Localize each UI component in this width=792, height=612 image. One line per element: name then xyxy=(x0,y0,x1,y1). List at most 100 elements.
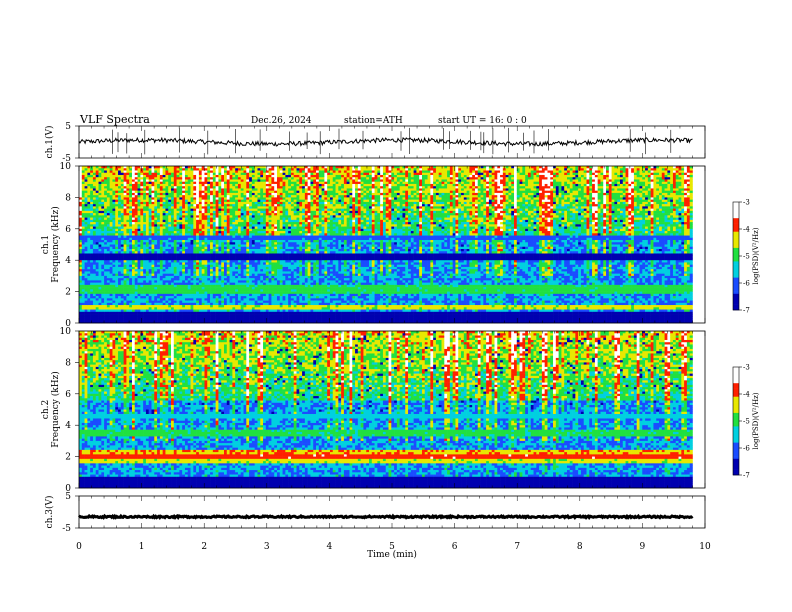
spec1-cell xyxy=(159,311,163,315)
spec1-cell xyxy=(84,210,88,214)
spec1-cell xyxy=(176,273,180,277)
spec1-cell xyxy=(257,179,261,182)
spec1-cell xyxy=(190,199,194,203)
spec1-cell xyxy=(257,213,261,216)
spec1-cell xyxy=(240,318,244,322)
spec1-cell xyxy=(229,222,233,225)
spec1-cell xyxy=(173,192,177,196)
spec1-cell xyxy=(265,262,269,265)
spec1-cell xyxy=(157,302,161,306)
spec1-cell xyxy=(145,179,150,182)
spec1-cell xyxy=(251,282,255,286)
spec1-cell xyxy=(137,309,141,313)
spec1-cell xyxy=(218,251,222,254)
spec1-cell xyxy=(126,307,130,310)
spec1-cell xyxy=(182,172,186,176)
spec1-cell xyxy=(109,181,113,185)
spec1-cell xyxy=(87,269,91,272)
spec1-cell xyxy=(137,240,141,243)
spec1-cell xyxy=(98,242,102,245)
spec1-cell xyxy=(123,246,127,250)
spec1-cell xyxy=(176,215,180,218)
spec1-cell xyxy=(193,316,197,319)
spec1-cell xyxy=(137,188,141,191)
spec1-cell xyxy=(179,174,183,178)
spec1-cell xyxy=(134,210,138,214)
spec1-cell xyxy=(187,215,191,218)
spec1-cell xyxy=(190,181,194,185)
spec1-cell xyxy=(81,222,85,225)
spec1-cell xyxy=(193,314,197,317)
spec1-cell xyxy=(157,240,161,243)
spec1-cell xyxy=(182,231,186,234)
spec1-cell xyxy=(126,166,130,169)
spec1-cell xyxy=(145,262,150,265)
spec1-cell xyxy=(92,273,97,277)
spec1-cell xyxy=(196,280,200,283)
spec1-cell xyxy=(148,316,152,319)
spec1-cell xyxy=(79,293,83,297)
spec1-cell xyxy=(251,197,255,200)
spec1-cell xyxy=(237,314,242,317)
spec1-cell xyxy=(171,309,175,313)
spec1-cell xyxy=(143,311,147,315)
spec1-cell xyxy=(265,284,269,288)
spec1-cell xyxy=(246,278,250,281)
spec1-cell xyxy=(215,206,219,209)
spec1-cell xyxy=(182,210,186,214)
spec1-cell xyxy=(260,168,264,171)
spec1-cell xyxy=(224,248,228,252)
spec1-cell xyxy=(159,309,163,313)
spec1-cell xyxy=(154,188,158,191)
spec1-cell xyxy=(249,264,253,268)
spec1-cell xyxy=(159,262,163,265)
spec1-cell xyxy=(173,195,177,198)
spec1-cell xyxy=(157,181,161,185)
spec1-cell xyxy=(212,260,216,263)
spec1-cell xyxy=(109,244,113,248)
spec1-cell xyxy=(237,188,242,191)
spec1-cell xyxy=(210,316,214,319)
spec1-cell xyxy=(87,208,91,212)
spec1-cell xyxy=(165,271,169,274)
spec1-cell xyxy=(215,264,219,268)
spec1-cell xyxy=(218,201,222,205)
spec1-cell xyxy=(263,271,267,274)
spec1-cell xyxy=(249,228,253,232)
spec1-cell xyxy=(254,192,258,196)
spec1-cell xyxy=(171,248,175,252)
spec1-cell xyxy=(101,305,105,308)
spec1-cell xyxy=(171,228,175,232)
spec1-cell xyxy=(87,233,91,236)
spec1-cell xyxy=(254,266,258,270)
spec1-cell xyxy=(165,170,169,174)
spec1-cell xyxy=(123,190,127,194)
spec1-cell xyxy=(120,246,124,250)
spec1-cell xyxy=(87,260,91,263)
spec1-cell xyxy=(98,255,102,259)
spec1-cell xyxy=(190,311,194,315)
spec1-cell xyxy=(84,231,88,234)
spec1-cell xyxy=(148,311,152,315)
spec1-cell xyxy=(165,217,169,221)
spec1-cell xyxy=(257,166,261,169)
spec1-cell xyxy=(112,190,116,194)
spec1-cell xyxy=(101,228,105,232)
spec1-cell xyxy=(154,273,158,277)
spec1-cell xyxy=(221,215,225,218)
spec1-cell xyxy=(201,242,205,245)
spec1-cell xyxy=(204,248,208,252)
spec1-cell xyxy=(95,195,99,198)
spec1-cell xyxy=(215,224,219,227)
spec1-cell xyxy=(159,172,163,176)
spec1-cell xyxy=(92,291,97,295)
spec1-cell xyxy=(176,219,180,223)
spec1-cell xyxy=(137,222,141,225)
spec1-cell xyxy=(84,311,88,315)
spec1-cell xyxy=(79,314,83,317)
spec1-cell xyxy=(221,206,225,209)
spec1-cell xyxy=(229,179,233,182)
spec1-cell xyxy=(165,262,169,265)
spec1-cell xyxy=(196,213,200,216)
